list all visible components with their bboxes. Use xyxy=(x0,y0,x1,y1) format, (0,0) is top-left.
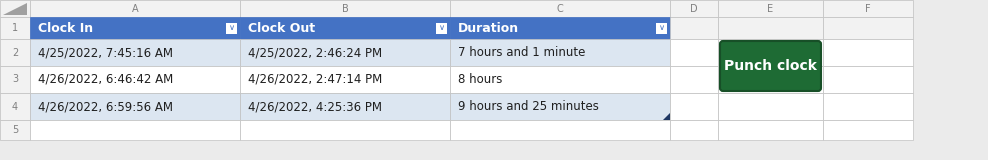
Polygon shape xyxy=(3,3,27,15)
Text: E: E xyxy=(768,4,774,13)
Text: 4/26/2022, 6:46:42 AM: 4/26/2022, 6:46:42 AM xyxy=(38,73,173,86)
Text: Punch clock: Punch clock xyxy=(724,59,817,73)
Text: ∨: ∨ xyxy=(658,24,665,32)
Bar xyxy=(450,0,670,17)
Bar xyxy=(0,0,30,17)
Text: 2: 2 xyxy=(12,48,18,57)
Bar xyxy=(30,93,240,120)
Text: A: A xyxy=(131,4,138,13)
Text: 9 hours and 25 minutes: 9 hours and 25 minutes xyxy=(458,100,599,113)
Bar xyxy=(823,93,913,120)
Bar xyxy=(718,17,823,39)
Bar xyxy=(450,17,670,39)
Text: 4/26/2022, 2:47:14 PM: 4/26/2022, 2:47:14 PM xyxy=(248,73,382,86)
Bar xyxy=(450,93,670,120)
Bar xyxy=(240,66,450,93)
Bar xyxy=(0,120,30,140)
Bar xyxy=(823,0,913,17)
Bar xyxy=(823,17,913,39)
Bar xyxy=(30,17,240,39)
Text: 4/25/2022, 2:46:24 PM: 4/25/2022, 2:46:24 PM xyxy=(248,46,382,59)
FancyBboxPatch shape xyxy=(720,41,821,91)
Bar xyxy=(0,39,30,66)
Bar xyxy=(823,120,913,140)
Bar xyxy=(0,66,30,93)
Text: ∨: ∨ xyxy=(228,24,234,32)
Text: C: C xyxy=(556,4,563,13)
Bar xyxy=(30,39,240,66)
Bar xyxy=(0,93,30,120)
Bar xyxy=(240,17,450,39)
Text: 5: 5 xyxy=(12,125,18,135)
Text: F: F xyxy=(865,4,870,13)
Bar xyxy=(240,93,450,120)
Bar xyxy=(670,93,718,120)
Bar xyxy=(240,39,450,66)
Bar xyxy=(718,0,823,17)
Bar xyxy=(823,39,913,66)
Bar xyxy=(670,0,718,17)
Text: ∨: ∨ xyxy=(439,24,445,32)
Text: 8 hours: 8 hours xyxy=(458,73,502,86)
Text: B: B xyxy=(342,4,349,13)
Text: 4/26/2022, 6:59:56 AM: 4/26/2022, 6:59:56 AM xyxy=(38,100,173,113)
Text: D: D xyxy=(691,4,698,13)
Text: 4/25/2022, 7:45:16 AM: 4/25/2022, 7:45:16 AM xyxy=(38,46,173,59)
Bar xyxy=(30,66,240,93)
Text: 3: 3 xyxy=(12,75,18,84)
Bar xyxy=(670,17,718,39)
Text: Duration: Duration xyxy=(458,21,519,35)
Bar xyxy=(450,120,670,140)
Bar xyxy=(240,120,450,140)
Bar xyxy=(436,23,447,33)
Text: Clock Out: Clock Out xyxy=(248,21,315,35)
Bar xyxy=(30,0,240,17)
Text: 1: 1 xyxy=(12,23,18,33)
Bar xyxy=(823,66,913,93)
Bar xyxy=(30,120,240,140)
Bar xyxy=(718,93,823,120)
Bar xyxy=(656,23,667,33)
Text: 4: 4 xyxy=(12,101,18,112)
Text: 7 hours and 1 minute: 7 hours and 1 minute xyxy=(458,46,585,59)
Bar xyxy=(670,39,718,66)
Bar xyxy=(226,23,237,33)
Bar xyxy=(0,17,30,39)
Bar xyxy=(718,39,823,66)
Bar xyxy=(450,66,670,93)
Bar xyxy=(670,120,718,140)
Bar xyxy=(718,120,823,140)
Bar xyxy=(670,66,718,93)
Polygon shape xyxy=(663,113,670,120)
Text: 4/26/2022, 4:25:36 PM: 4/26/2022, 4:25:36 PM xyxy=(248,100,382,113)
Text: Clock In: Clock In xyxy=(38,21,93,35)
Bar xyxy=(450,39,670,66)
Bar xyxy=(240,0,450,17)
Bar xyxy=(718,66,823,93)
